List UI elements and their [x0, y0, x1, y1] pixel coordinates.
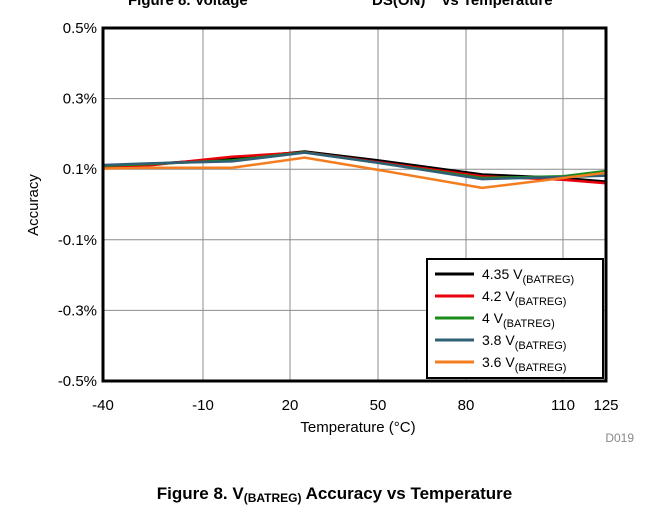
y-tick-label: -0.1%	[58, 232, 97, 249]
legend-label-subscript: (BATREG)	[503, 318, 555, 330]
legend-label-subscript: (BATREG)	[515, 296, 567, 308]
top-title-fragment-1: Figure 8. Voltage	[128, 0, 248, 9]
y-axis-title: Accuracy	[25, 174, 42, 236]
y-tick-label: -0.5%	[58, 373, 97, 390]
top-title-fragment-2: DS(ON)	[372, 0, 425, 9]
x-tick-label: 80	[458, 397, 475, 414]
legend-label-subscript: (BATREG)	[515, 362, 567, 374]
x-tick-labels: -40 -10 20 50 80 110 125	[92, 397, 618, 414]
top-title-fragment-3: vs Temperature	[442, 0, 553, 9]
plot-area-frame	[101, 26, 608, 383]
caption-subscript: (BATREG)	[243, 491, 302, 505]
y-tick-labels: -0.5% -0.3% -0.1% 0.1% 0.3% 0.5%	[58, 20, 97, 390]
x-tick-label: -10	[192, 397, 214, 414]
legend-label-subscript: (BATREG)	[515, 340, 567, 352]
legend: 4.35 V(BATREG)4.2 V(BATREG)4 V(BATREG)3.…	[426, 258, 604, 379]
x-axis-title: Temperature (°C)	[300, 419, 415, 436]
x-tick-label: 125	[593, 397, 618, 414]
x-tick-label: 20	[282, 397, 299, 414]
y-tick-label: 0.3%	[63, 91, 97, 108]
x-tick-label: 110	[551, 397, 575, 414]
y-tick-label: -0.3%	[58, 302, 97, 319]
figure-caption: Figure 8. V(BATREG) Accuracy vs Temperat…	[0, 484, 669, 505]
legend-label-subscript: (BATREG)	[522, 274, 574, 286]
y-tick-label: 0.5%	[63, 20, 97, 37]
caption-suffix: Accuracy vs Temperature	[301, 484, 513, 503]
series-line	[102, 151, 607, 181]
grid-lines	[103, 28, 606, 381]
figure-code: D019	[605, 431, 634, 445]
y-tick-label: 0.1%	[63, 161, 97, 178]
caption-prefix: Figure 8. V	[156, 484, 244, 503]
series-line	[102, 156, 607, 190]
x-tick-label: 50	[370, 397, 387, 414]
series-lines	[102, 150, 607, 190]
x-tick-label: -40	[92, 397, 114, 414]
